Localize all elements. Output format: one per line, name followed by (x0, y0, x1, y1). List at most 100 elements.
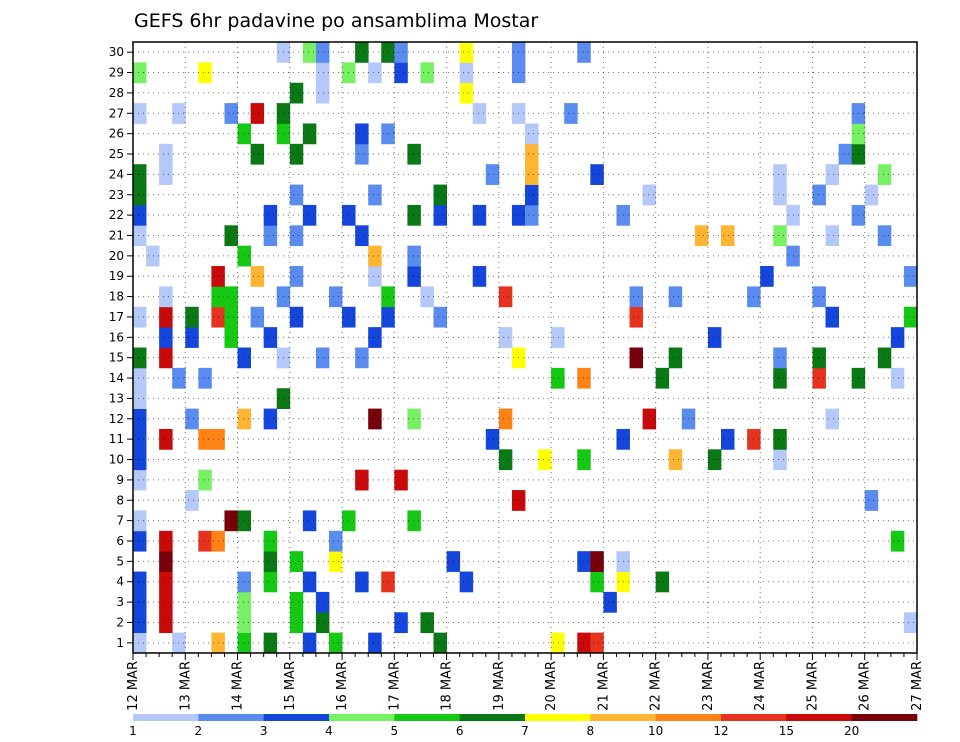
heatmap-cell (433, 632, 447, 654)
heatmap-cell (407, 143, 421, 165)
heatmap-cell (903, 266, 918, 287)
heatmap-cell (315, 612, 330, 634)
x-tick-label: 13 MAR (178, 661, 193, 711)
heatmap-cell (472, 204, 487, 226)
heatmap-cell (825, 306, 839, 328)
y-tick-label: 24 (109, 167, 124, 181)
heatmap-cell (289, 266, 304, 287)
heatmap-cell (263, 327, 278, 348)
chart-title: GEFS 6hr padavine po ansamblima Mostar (134, 10, 538, 32)
heatmap-cell (420, 286, 434, 308)
x-tick-label: 24 MAR (753, 661, 768, 711)
heatmap-cell (877, 347, 892, 369)
heatmap-cell (133, 571, 147, 593)
heatmap-cell (459, 571, 474, 593)
heatmap-cell (159, 530, 173, 552)
colorbar-segment (851, 714, 918, 721)
colorbar-segment (655, 714, 722, 721)
heatmap-cell (198, 367, 212, 389)
heatmap-cell (263, 225, 278, 247)
heatmap-cell (590, 164, 604, 185)
heatmap-cell (159, 428, 173, 450)
x-tick-label: 25 MAR (805, 661, 820, 711)
heatmap-cell (237, 591, 251, 613)
heatmap-cell (329, 286, 343, 308)
x-tick-label: 14 MAR (231, 661, 246, 711)
colorbar-segment (263, 714, 330, 721)
y-tick-label: 13 (109, 391, 124, 405)
heatmap-cell (185, 490, 199, 511)
heatmap-cell (668, 347, 683, 369)
heatmap-cell (655, 571, 670, 593)
heatmap-cell (551, 632, 565, 654)
heatmap-cell (525, 184, 539, 206)
heatmap-cell (538, 449, 552, 471)
heatmap-cell (498, 286, 513, 308)
heatmap-cell (329, 530, 343, 552)
heatmap-cell (237, 510, 251, 532)
heatmap-cell (812, 184, 826, 206)
y-tick-label: 6 (116, 534, 124, 548)
heatmap-cell (133, 510, 147, 532)
heatmap-cell (133, 184, 147, 206)
y-tick-label: 25 (109, 147, 124, 161)
colorbar-label: 4 (325, 724, 333, 738)
heatmap-cell (224, 225, 238, 247)
x-tick-label: 20 MAR (544, 661, 559, 711)
heatmap-cell (355, 225, 369, 247)
colorbar: 1 2 3 4 5 6 7 8 10 12 15 20 (129, 714, 918, 738)
heatmap-cell (407, 408, 421, 430)
x-tick-label: 16 MAR (335, 661, 350, 711)
heatmap-cell (159, 286, 173, 308)
x-tick-label: 12 MAR (126, 661, 141, 711)
heatmap-cell (498, 408, 513, 430)
heatmap-cell (133, 347, 147, 369)
heatmap-cell (133, 306, 147, 328)
heatmap-cell (159, 551, 173, 572)
heatmap-cell (263, 571, 278, 593)
heatmap-cell (394, 42, 408, 63)
heatmap-cell (773, 225, 787, 247)
heatmap-cell (459, 62, 474, 84)
heatmap-cell (420, 62, 434, 84)
heatmap-cell (315, 42, 330, 63)
y-tick-label: 20 (109, 249, 124, 263)
colorbar-label: 7 (521, 724, 529, 738)
y-tick-label: 28 (109, 86, 124, 100)
heatmap-cell (289, 551, 304, 572)
heatmap-cell (590, 551, 604, 572)
gridlines (133, 42, 917, 653)
heatmap-cell (525, 204, 539, 226)
heatmap-cell (864, 490, 879, 511)
heatmap-cell (355, 469, 369, 491)
y-tick-label: 2 (116, 615, 124, 629)
heatmap-cell (133, 388, 147, 409)
y-tick-label: 1 (116, 636, 124, 650)
heatmap-cell (551, 327, 565, 348)
y-tick-label: 10 (109, 453, 124, 467)
heatmap-cell (159, 612, 173, 634)
heatmap-cell (302, 510, 317, 532)
x-tick-label: 27 MAR (910, 661, 925, 711)
heatmap-cell (590, 571, 604, 593)
heatmap-cell (577, 551, 591, 572)
heatmap-cell (760, 266, 774, 287)
heatmap-cell (289, 225, 304, 247)
heatmap-cell (551, 367, 565, 389)
heatmap-cell (433, 306, 447, 328)
heatmap-cell (159, 164, 173, 185)
heatmap-cell (485, 428, 500, 450)
heatmap-cell (498, 327, 513, 348)
heatmap-cell (133, 612, 147, 634)
y-tick-label: 30 (109, 45, 124, 59)
x-tick-label: 17 MAR (387, 661, 402, 711)
heatmap-cell (355, 347, 369, 369)
colorbar-segment (329, 714, 395, 721)
heatmap-cell (198, 62, 212, 84)
heatmap-cell (577, 449, 591, 471)
heatmap-cell (302, 204, 317, 226)
heatmap-cell (773, 428, 787, 450)
heatmap-cell (603, 591, 617, 613)
heatmap-cell (459, 42, 474, 63)
